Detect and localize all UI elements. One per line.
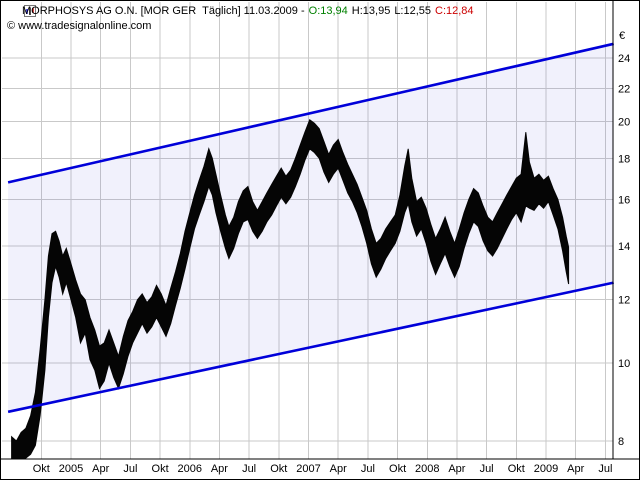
x-axis-label: Okt [389, 463, 406, 475]
low-value: L:12,55 [394, 5, 432, 17]
chart-header: MORPHOSYS AG O.N. [MOR GER Täglich] 11.0… [6, 5, 474, 17]
x-axis-label: Jul [480, 463, 494, 475]
x-axis-label: Apr [211, 463, 228, 475]
open-value: O:13,94 [308, 5, 348, 17]
price-series [11, 119, 570, 459]
x-axis-label: Apr [92, 463, 109, 475]
chart-title: MORPHOSYS AG O.N. [MOR GER Täglich] 11.0… [22, 5, 305, 17]
currency-unit-label: € [619, 30, 625, 42]
x-axis-label: Okt [270, 463, 287, 475]
x-axis-label: 2005 [59, 463, 83, 475]
y-axis-label: 18 [618, 153, 630, 165]
y-axis-label: 12 [618, 295, 630, 307]
y-axis-labels: €8 10 12 14 16 18 20 22 24 [618, 30, 630, 448]
x-axis-label: 2009 [534, 463, 558, 475]
x-axis-label: Jul [242, 463, 256, 475]
x-axis-label: Okt [508, 463, 525, 475]
close-value: C:12,84 [435, 5, 474, 17]
chart-icon [6, 5, 37, 17]
x-axis-label: 2007 [296, 463, 320, 475]
x-axis-label: Apr [448, 463, 465, 475]
copyright: © www.tradesignalonline.com [7, 20, 152, 32]
high-value: H:13,95 [351, 5, 391, 17]
x-axis-label: Apr [567, 463, 584, 475]
y-axis-label: 20 [618, 117, 630, 129]
x-axis-label: Okt [152, 463, 169, 475]
x-axis-label: Okt [33, 463, 50, 475]
x-axis-label: Jul [598, 463, 612, 475]
trend-channel-lower-line [7, 281, 614, 414]
y-axis-label: 8 [618, 436, 624, 448]
axis-borders [1, 1, 639, 460]
trend-channel-upper-line [7, 42, 614, 184]
y-axis-label: 16 [618, 194, 630, 206]
x-axis-label: 2008 [415, 463, 439, 475]
x-axis-label: 2006 [178, 463, 202, 475]
x-axis-labels: Okt 2005 Apr Jul Okt 2006 Apr Jul Okt 2007 Apr Jul O… [33, 463, 613, 475]
y-axis-label: 10 [618, 358, 630, 370]
y-axis-label: 24 [618, 53, 630, 65]
x-axis-label: Apr [330, 463, 347, 475]
y-axis-label: 14 [618, 241, 630, 253]
x-axis-label: Jul [361, 463, 375, 475]
y-axis-label: 22 [618, 83, 630, 95]
x-axis-label: Jul [123, 463, 137, 475]
